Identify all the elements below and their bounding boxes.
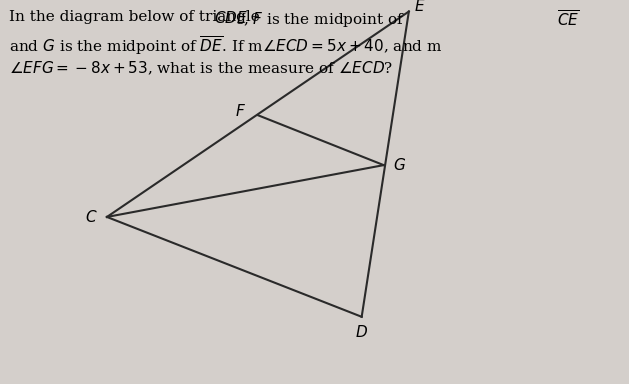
Text: $\angle EFG = -8x + 53$, what is the measure of $\angle ECD$?: $\angle EFG = -8x + 53$, what is the mea… (9, 60, 394, 77)
Text: $E$: $E$ (415, 0, 426, 14)
Text: $D$: $D$ (355, 324, 368, 340)
Text: and $G$ is the midpoint of $\overline{DE}$. If m$\angle ECD = 5x + 40$, and m: and $G$ is the midpoint of $\overline{DE… (9, 35, 443, 57)
Text: $\overline{CE}$: $\overline{CE}$ (557, 10, 579, 30)
Text: $G$: $G$ (393, 157, 406, 173)
Text: $F$: $F$ (235, 103, 246, 119)
Text: , $F$ is the midpoint of: , $F$ is the midpoint of (243, 10, 406, 28)
Text: In the diagram below of triangle: In the diagram below of triangle (9, 10, 265, 23)
Text: $C$: $C$ (85, 209, 97, 225)
Text: $CDE$: $CDE$ (214, 10, 248, 26)
